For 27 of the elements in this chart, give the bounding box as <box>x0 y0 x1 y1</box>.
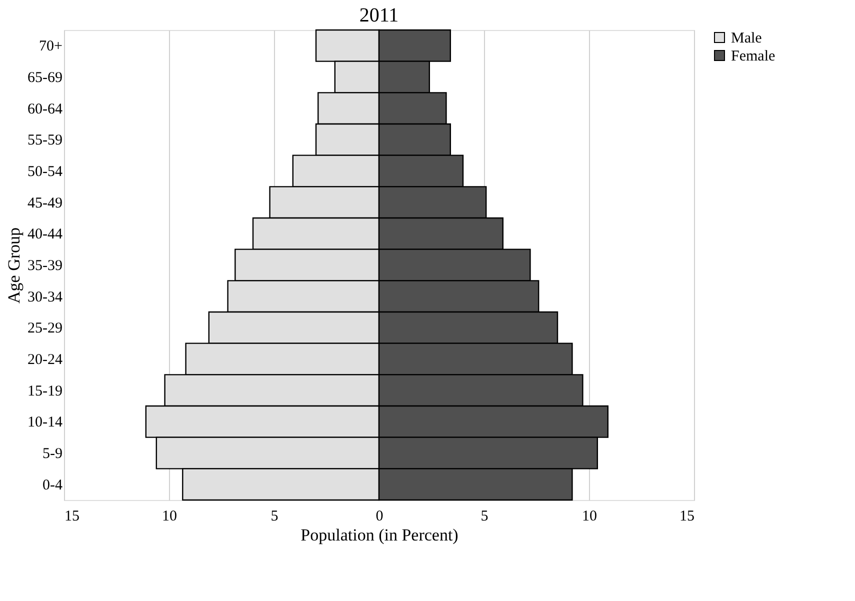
y-tick-label: 25-29 <box>28 320 62 337</box>
y-tick-label: 0-4 <box>42 477 63 494</box>
y-tick-label: 55-59 <box>28 132 62 149</box>
y-tick-label: 35-39 <box>28 258 62 274</box>
y-tick-label: 20-24 <box>28 352 63 368</box>
chart-title: 2011 <box>359 4 399 26</box>
y-tick-label: 30-34 <box>28 289 63 306</box>
y-tick-label: 5-9 <box>42 446 62 462</box>
x-tick-label: 15 <box>680 508 694 524</box>
x-tick-label: 10 <box>582 508 597 524</box>
y-tick-label: 40-44 <box>28 226 63 243</box>
x-tick-label: 10 <box>162 508 177 524</box>
y-tick-label: 65-69 <box>28 70 62 86</box>
legend-label: Male <box>731 30 762 46</box>
legend-label: Female <box>731 48 776 64</box>
y-tick-label: 45-49 <box>28 195 62 212</box>
x-tick-label: 0 <box>376 508 384 524</box>
x-tick-label: 5 <box>480 508 488 524</box>
y-tick-label: 50-54 <box>28 164 63 180</box>
x-tick-label: 15 <box>64 508 80 524</box>
y-tick-label: 15-19 <box>28 383 62 400</box>
x-axis-title: Population (in Percent) <box>300 526 458 544</box>
y-tick-label: 10-14 <box>28 414 63 431</box>
y-axis-title: Age Group <box>4 227 24 304</box>
x-tick-label: 5 <box>270 508 278 524</box>
y-tick-label: 60-64 <box>28 101 63 118</box>
y-tick-label: 70+ <box>39 38 62 55</box>
